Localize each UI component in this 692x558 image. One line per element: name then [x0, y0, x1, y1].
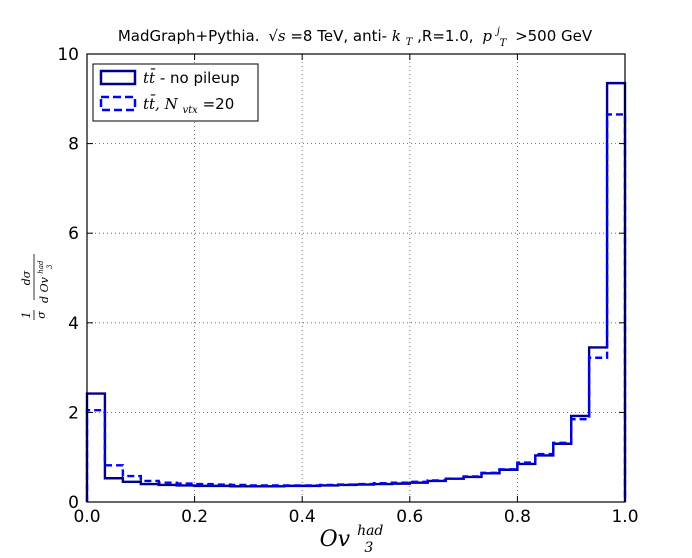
series-2-histogram	[85, 113, 627, 502]
y-tick-label: 8	[68, 135, 79, 155]
plot-frame	[86, 53, 626, 503]
x-tick-label: 0.2	[181, 507, 208, 527]
y-axis-label: 1 σ dσ d Ov had 3	[20, 254, 54, 320]
y-tick-label: 10	[57, 45, 79, 65]
ylabel-den-sup: had	[37, 260, 45, 274]
xlabel-sub: 3	[364, 540, 373, 556]
legend: tt̄ - no pileup tt̄, N vtx =20	[92, 63, 259, 122]
series-1-histogram	[85, 81, 627, 502]
ylabel-frac1-den: σ	[35, 311, 48, 319]
title-energy: =8 TeV, anti-	[290, 27, 387, 45]
y-tick-label: 6	[68, 224, 79, 244]
title-pt-sub: T	[500, 38, 508, 49]
legend-box	[92, 63, 259, 122]
chart-title: MadGraph+Pythia. √s =8 TeV, anti- k T ,R…	[118, 20, 593, 50]
y-tick-label: 2	[68, 403, 79, 423]
ylabel-den-sub: 3	[46, 264, 54, 269]
title-cut: >500 GeV	[515, 27, 593, 45]
ylabel-frac1-num: 1	[20, 312, 33, 319]
x-tick-label: 0.8	[504, 507, 531, 527]
x-tick-label: 1.0	[611, 507, 638, 527]
series-layer	[85, 81, 627, 502]
title-pt: p	[482, 27, 492, 45]
ylabel-frac2-num: dσ	[20, 270, 33, 285]
title-pt-sup: j	[495, 26, 500, 37]
legend-2-math: tt̄, N	[143, 95, 179, 113]
ylabel-frac2-den: d Ov had 3	[33, 257, 54, 303]
legend-entry-2: tt̄, N vtx =20	[143, 95, 234, 117]
legend-swatch-solid	[99, 69, 137, 86]
title-kt: k	[392, 27, 401, 45]
legend-2-sub: vtx	[183, 105, 199, 116]
legend-1-suffix: - no pileup	[160, 69, 240, 87]
x-tick-label: 0.4	[289, 507, 316, 527]
xlabel-main: Ov	[320, 527, 351, 552]
legend-entry-1: tt̄ - no pileup	[143, 69, 240, 87]
grid	[87, 54, 625, 502]
y-tick-label: 4	[68, 314, 79, 334]
ylabel-den-main: d Ov	[38, 276, 51, 303]
x-tick-label: 0.0	[73, 507, 100, 527]
y-tick-label: 0	[68, 493, 79, 513]
legend-1-math: tt̄	[143, 69, 156, 87]
title-kt-sub: T	[406, 37, 414, 48]
x-axis-label: Ov had 3	[320, 516, 391, 556]
title-radius: ,R=1.0,	[417, 27, 473, 45]
title-sqrt-s: √s	[268, 27, 286, 45]
xlabel-sup: had	[357, 523, 383, 539]
x-tick-label: 0.6	[396, 507, 423, 527]
legend-2-suffix: =20	[203, 95, 235, 113]
ticks: 0.0 0.2 0.4 0.6 0.8 1.0 0 2 4 6 8 10	[57, 45, 638, 527]
legend-swatch-dashed	[99, 95, 137, 112]
title-prefix: MadGraph+Pythia.	[118, 27, 260, 45]
